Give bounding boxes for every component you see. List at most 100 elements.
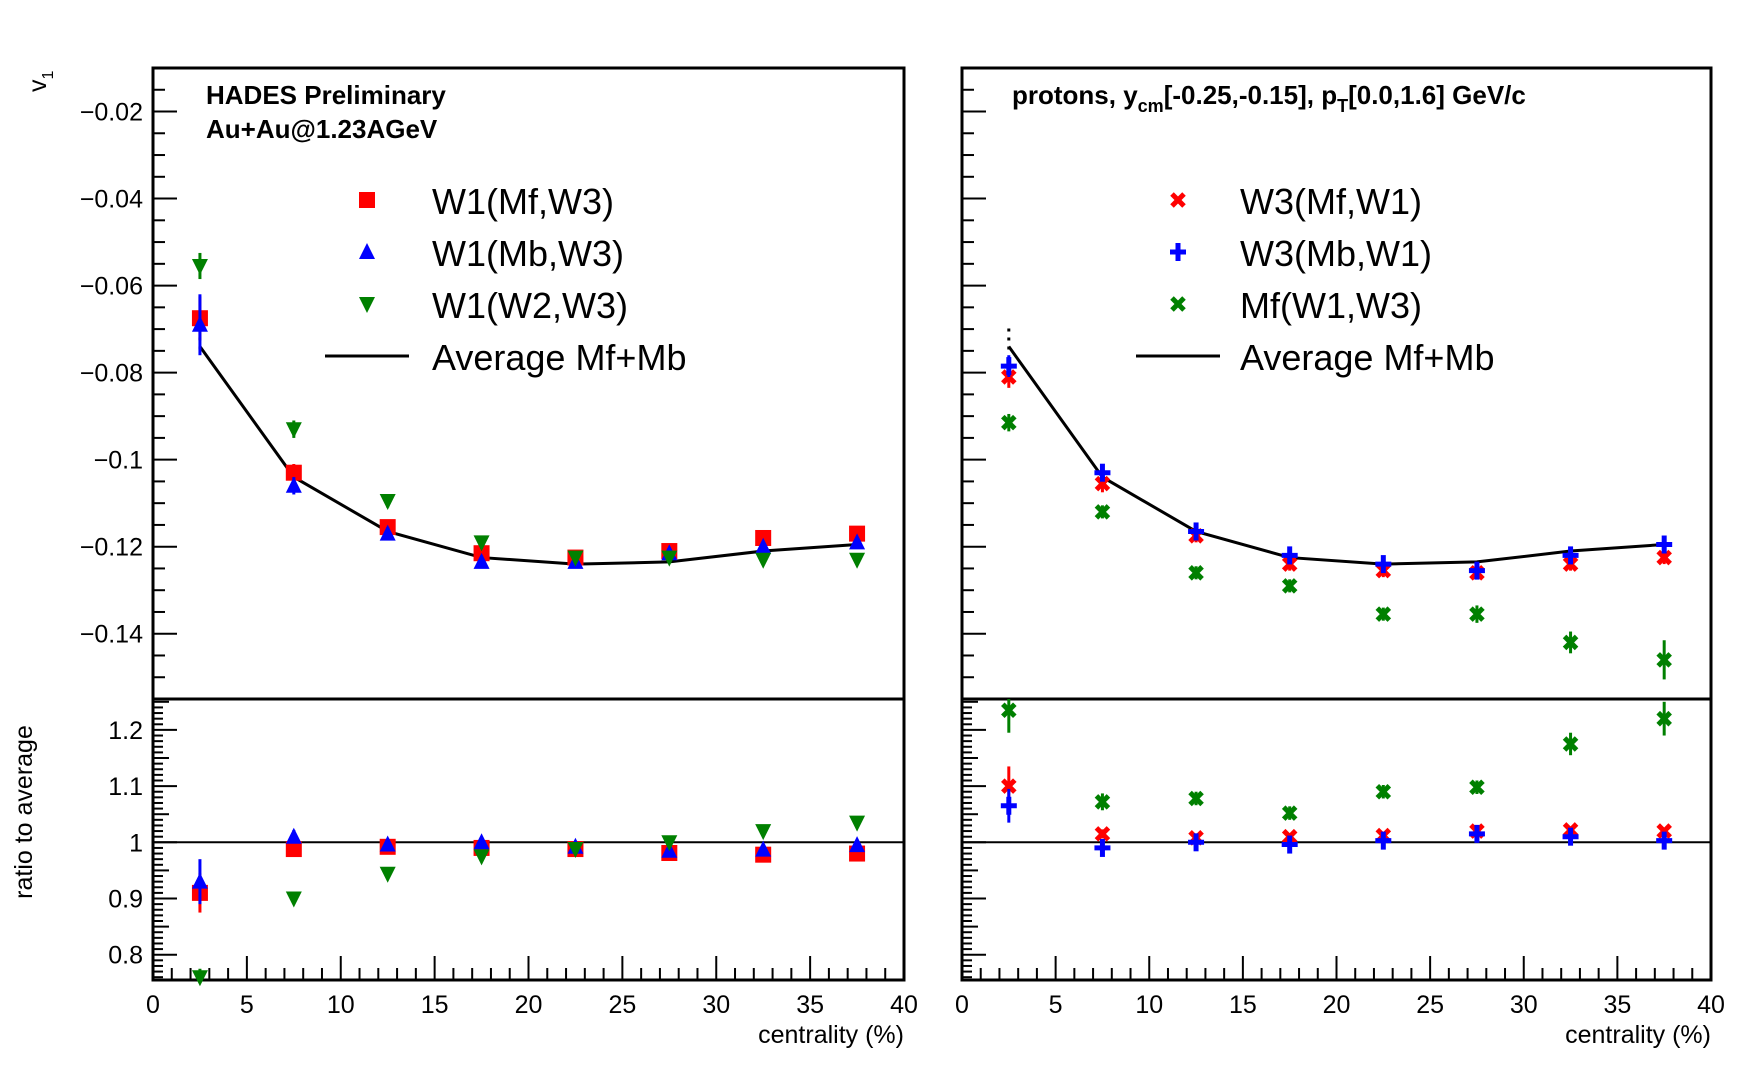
marker-stroke (1170, 192, 1186, 208)
y-tick-label: 0.9 (108, 886, 143, 914)
legend-label: W3(Mb,W1) (1240, 233, 1432, 274)
data-point (379, 493, 396, 510)
data-point (1656, 535, 1673, 554)
y-axis-top (153, 67, 177, 679)
average-line (1007, 345, 1665, 566)
ratio-point (285, 891, 302, 908)
marker-stroke (1001, 778, 1017, 794)
ratio-point (379, 866, 396, 883)
data-point (473, 552, 490, 569)
data-point (849, 533, 866, 550)
ratio-point (285, 841, 302, 858)
marker-stroke (1469, 779, 1485, 796)
data-point (1188, 522, 1205, 541)
top-pad-frame (151, 66, 906, 701)
x-tick-label: 0 (146, 991, 160, 1019)
data-point (1000, 357, 1017, 376)
y-tick-label: 1.1 (108, 773, 143, 801)
ratio-point (755, 840, 772, 857)
marker-stroke (1281, 578, 1298, 594)
data-point (1094, 504, 1111, 520)
x-tick-label: 5 (240, 991, 254, 1019)
x-tick-label: 30 (1510, 991, 1538, 1019)
legend-marker (1170, 296, 1186, 312)
data-point (1188, 565, 1204, 581)
ratio-point (1469, 779, 1485, 796)
data-point (755, 537, 772, 554)
y-tick-label: 0.8 (108, 942, 143, 970)
series-W3(Mf,W1) (1001, 366, 1672, 846)
ratio-point (1656, 831, 1673, 850)
legend-marker (1170, 192, 1186, 208)
series-W1(Mb,W3) (191, 294, 866, 905)
data-point (1094, 475, 1111, 492)
x-tick-label: 35 (1603, 991, 1631, 1019)
panel-header-line: Au+Au@1.23AGeV (206, 114, 438, 144)
ratio-point (1188, 790, 1204, 807)
y-tick-label: 1 (129, 829, 143, 857)
y-axis-bottom (153, 700, 177, 979)
data-point (379, 524, 396, 541)
ratio-point (1281, 835, 1298, 854)
y-tick-label: −0.08 (80, 360, 143, 388)
legend-label: Average Mf+Mb (432, 337, 686, 378)
legend-label: W1(Mb,W3) (432, 233, 624, 274)
data-point (1094, 463, 1111, 482)
ratio-point (1188, 833, 1205, 852)
series-W3(Mb,W1) (1000, 355, 1673, 857)
marker-stroke (1656, 710, 1672, 727)
legend-marker (359, 243, 375, 259)
data-point (191, 259, 208, 276)
marker-stroke (1656, 549, 1672, 566)
ratio-point (1281, 805, 1298, 821)
x-tick-label: 35 (796, 991, 824, 1019)
x-tick-label: 30 (702, 991, 730, 1019)
x-tick-label: 15 (1229, 991, 1257, 1019)
y-axis-top (962, 67, 986, 679)
ratio-point (1094, 826, 1111, 842)
ratio-point (849, 836, 866, 853)
data-point (661, 550, 678, 567)
panel-header: protons, ycm[-0.25,-0.15], pT[0.0,1.6] G… (1012, 80, 1526, 116)
ratio-point (473, 833, 490, 850)
y-axis-bottom (962, 700, 986, 979)
x-axis-title: centrality (%) (758, 1021, 904, 1049)
ratio-point (661, 835, 678, 852)
data-point (1281, 578, 1298, 594)
top-pad-frame (960, 66, 1713, 701)
marker-stroke (1375, 783, 1392, 800)
marker-stroke (1188, 565, 1204, 581)
data-point (1468, 561, 1485, 580)
x-tick-label: 10 (1135, 991, 1163, 1019)
data-point (1656, 652, 1672, 668)
x-axis-title: centrality (%) (1565, 1021, 1711, 1049)
legend-marker (359, 297, 375, 313)
data-point (849, 552, 866, 569)
x-tick-label: 40 (1697, 991, 1725, 1019)
y-axis-title-top: v1 (24, 71, 57, 93)
marker-stroke (1656, 823, 1672, 839)
marker-stroke (1281, 805, 1298, 821)
ratio-point (191, 970, 208, 987)
x-tick-label: 5 (1049, 991, 1063, 1019)
marker-stroke (1001, 414, 1017, 431)
data-point (285, 476, 302, 493)
ratio-point (567, 842, 584, 859)
ratio-point (191, 872, 208, 889)
ratio-point (1468, 824, 1485, 843)
data-point (285, 422, 302, 439)
ratio-point (379, 835, 396, 852)
y-tick-label: −0.04 (80, 186, 143, 214)
ratio-point (1001, 778, 1017, 794)
ratio-point (1562, 736, 1579, 752)
y-axis-title-bottom: ratio to average (10, 725, 38, 899)
x-tick-label: 15 (421, 991, 449, 1019)
series-Mf(W1,W3) (1001, 413, 1672, 821)
x-tick-label: 10 (327, 991, 355, 1019)
data-point (1656, 549, 1672, 566)
ratio-point (755, 824, 772, 841)
y-tick-label: −0.1 (94, 447, 143, 475)
panel-header-line: HADES Preliminary (206, 80, 446, 110)
